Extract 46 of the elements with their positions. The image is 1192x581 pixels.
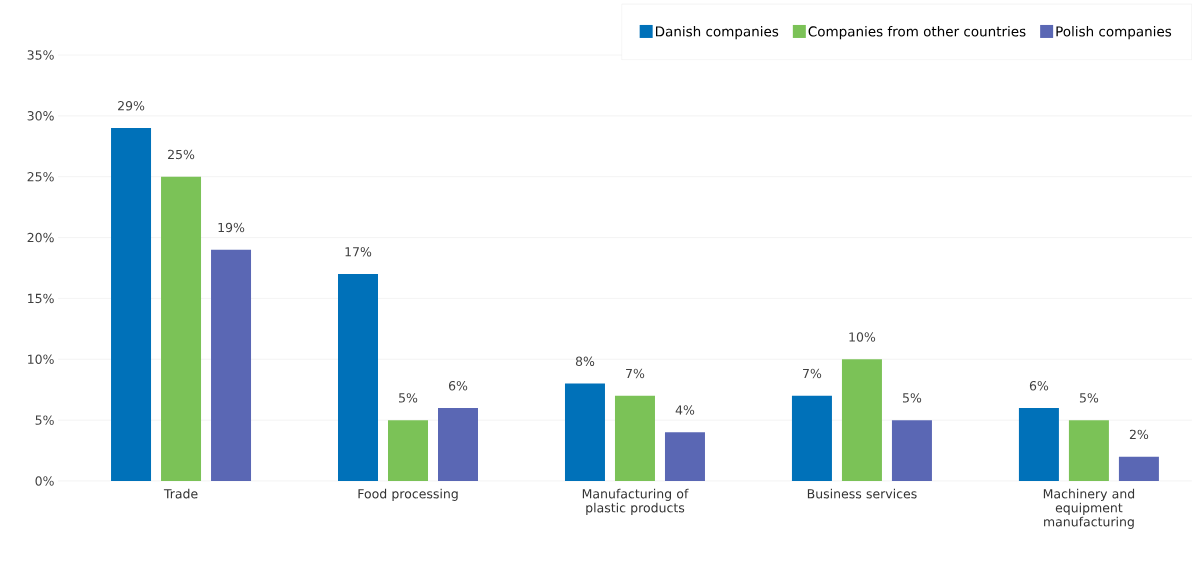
bar: [388, 420, 428, 481]
data-label: 29%: [118, 101, 145, 111]
legend-label: Polish companies: [1056, 26, 1172, 40]
data-label: 19%: [218, 222, 245, 233]
x-tick-label: Machinery and equipment manufacturing: [1043, 488, 1135, 529]
bar: [111, 128, 152, 481]
y-tick-label: 25%: [27, 171, 54, 182]
bar: [891, 420, 932, 481]
data-label: 17%: [345, 247, 372, 257]
data-label: 25%: [168, 149, 195, 160]
data-label: 2%: [1129, 429, 1149, 440]
data-label: 5%: [1079, 393, 1099, 403]
bar: [438, 407, 478, 481]
y-tick-label: 30%: [27, 111, 54, 121]
data-label: 6%: [1029, 380, 1049, 391]
y-tick-label: 5%: [35, 415, 54, 425]
y-tick-label: 35%: [27, 50, 54, 60]
data-label: 5%: [399, 393, 418, 403]
legend-label: Companies from other countries: [808, 26, 1026, 40]
data-label: 5%: [902, 393, 922, 403]
bar: [1018, 407, 1059, 481]
x-tick-label: Manufacturing of plastic products: [582, 488, 689, 515]
data-label: 4%: [675, 405, 695, 415]
x-tick-label: Business services: [807, 488, 917, 499]
x-tick-label: Trade: [163, 488, 198, 499]
data-label: 6%: [448, 380, 468, 391]
y-tick-label: 20%: [27, 232, 54, 243]
data-label: 10%: [849, 332, 876, 342]
bar: [211, 249, 252, 481]
bar: [664, 432, 705, 481]
y-tick-label: 15%: [28, 293, 54, 304]
bar: [338, 274, 378, 481]
bar: [614, 395, 655, 481]
legend-label: Danish companies: [656, 26, 779, 40]
x-tick-label: Food processing: [358, 488, 458, 501]
data-label: 7%: [803, 368, 822, 379]
y-tick-label: 10%: [28, 354, 54, 364]
bar: [564, 383, 605, 481]
bar: [161, 176, 202, 481]
bar: [1118, 456, 1159, 481]
y-tick-label: 0%: [35, 476, 54, 486]
bar: [1068, 420, 1109, 481]
bar: [791, 395, 832, 481]
data-label: 8%: [575, 356, 595, 367]
bar: [841, 359, 882, 481]
data-label: 7%: [626, 368, 645, 379]
